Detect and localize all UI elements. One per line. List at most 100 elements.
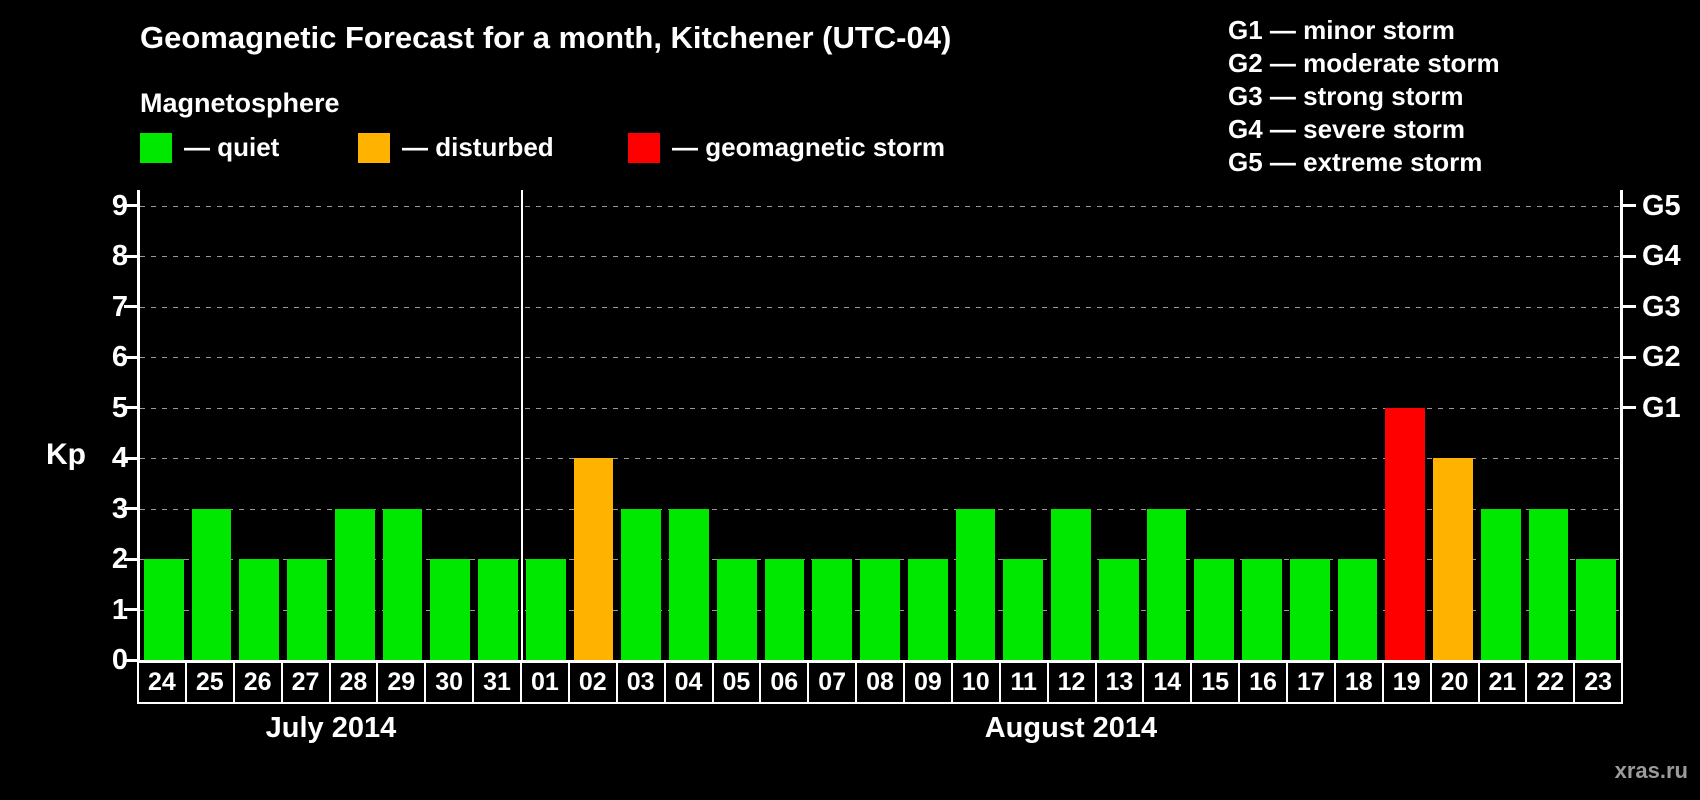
y-axis-tickmark-5 (124, 406, 137, 409)
right-axis-label-g2: G2 (1642, 341, 1681, 373)
day-label-06: 06 (759, 660, 810, 704)
gridline-kp-3 (140, 508, 1620, 510)
day-label-19: 19 (1381, 660, 1432, 704)
day-label-05: 05 (711, 660, 762, 704)
y-axis-tick-2: 2 (111, 543, 128, 575)
right-axis-label-g1: G1 (1642, 391, 1681, 424)
watermark: xras.ru (1614, 758, 1688, 783)
y-axis-tickmark-6 (124, 355, 137, 359)
bar-day-05 (716, 559, 757, 660)
storm-scale-line-g5: G5 — extreme storm (1228, 147, 1483, 177)
day-label-13: 13 (1094, 660, 1145, 704)
right-axis-tickmark-g1 (1623, 406, 1636, 409)
bar-day-09 (907, 559, 948, 660)
bar-day-12 (1051, 508, 1091, 660)
bar-day-26 (239, 559, 280, 660)
bar-day-17 (1289, 559, 1330, 660)
bar-day-20 (1433, 458, 1473, 660)
day-label-27: 27 (280, 660, 331, 704)
bar-day-28 (334, 508, 375, 660)
y-axis-tickmark-2 (124, 557, 137, 561)
legend-label-disturbed: — disturbed (402, 132, 554, 162)
day-label-02: 02 (567, 660, 618, 704)
bar-day-14 (1146, 508, 1187, 660)
right-axis-tickmark-g3 (1623, 305, 1636, 308)
day-label-28: 28 (328, 660, 379, 704)
day-label-03: 03 (615, 660, 666, 704)
right-axis-label-g5: G5 (1642, 189, 1681, 222)
gridline-kp-7 (140, 306, 1620, 308)
y-axis-label: Kp (46, 438, 86, 471)
day-label-16: 16 (1238, 660, 1288, 704)
bar-day-23 (1576, 559, 1616, 660)
day-label-09: 09 (903, 660, 953, 704)
day-label-04: 04 (663, 660, 714, 704)
day-label-15: 15 (1190, 660, 1241, 704)
month-separator (520, 190, 523, 660)
legend-swatch-storm (628, 132, 660, 163)
gridline-kp-6 (140, 357, 1620, 358)
gridline-kp-4 (140, 458, 1620, 459)
y-axis-tickmark-8 (124, 254, 137, 258)
legend-label-quiet: — quiet (184, 132, 280, 162)
y-axis-tickmark-3 (124, 507, 137, 510)
y-axis-tick-3: 3 (111, 492, 128, 525)
y-axis-tickmark-9 (124, 204, 137, 207)
magnetosphere-label: Magnetosphere (140, 88, 340, 118)
legend-label-storm: — geomagnetic storm (672, 132, 946, 162)
right-axis-tickmark-g4 (1623, 254, 1636, 258)
day-label-11: 11 (998, 660, 1049, 704)
month-label-august: August 2014 (984, 712, 1158, 744)
storm-scale-line-g3: G3 — strong storm (1228, 81, 1464, 111)
day-label-29: 29 (376, 660, 427, 704)
legend-swatch-quiet (140, 132, 172, 163)
day-label-30: 30 (424, 660, 475, 704)
bar-day-02 (573, 458, 614, 660)
bar-day-21 (1480, 508, 1521, 660)
gridline-kp-8 (140, 256, 1620, 257)
y-axis-tick-4: 4 (111, 442, 128, 474)
bar-day-06 (764, 559, 805, 660)
bar-day-04 (669, 508, 709, 660)
y-axis-tick-7: 7 (111, 290, 128, 323)
y-axis-tickmark-7 (124, 305, 137, 308)
y-axis-tickmark-0 (124, 658, 137, 662)
bar-day-16 (1242, 559, 1282, 660)
right-axis-label-g3: G3 (1642, 290, 1681, 323)
gridline-kp-9 (140, 205, 1620, 207)
bar-day-15 (1194, 559, 1235, 660)
legend-item-storm: — geomagnetic storm (628, 132, 945, 163)
bar-day-31 (478, 559, 518, 660)
day-label-07: 07 (807, 660, 858, 704)
bar-day-18 (1337, 559, 1378, 660)
storm-scale-line-g1: G1 — minor storm (1228, 15, 1455, 45)
bar-day-07 (812, 559, 853, 660)
bar-day-01 (525, 559, 566, 660)
day-label-25: 25 (184, 660, 235, 704)
bar-day-30 (430, 559, 471, 660)
bar-day-27 (287, 559, 327, 660)
day-label-20: 20 (1429, 660, 1480, 704)
month-label-july: July 2014 (265, 712, 397, 744)
right-axis-tickmark-g2 (1623, 355, 1636, 359)
storm-scale-line-g4: G4 — severe storm (1228, 114, 1466, 144)
bar-day-10 (955, 508, 996, 660)
y-axis-tick-9: 9 (111, 189, 128, 222)
bar-day-11 (1003, 559, 1044, 660)
day-label-08: 08 (855, 660, 905, 704)
x-axis-day-labels: 24 25 26 27 28 29 30 31 01 02 03 04 05 06 07 08 09 10 11 12… (137, 660, 1624, 704)
right-axis-tickmark-g5 (1623, 204, 1636, 207)
day-label-01: 01 (520, 660, 570, 704)
day-label-17: 17 (1286, 660, 1336, 704)
y-axis-tick-1: 1 (111, 593, 128, 626)
bar-day-22 (1528, 508, 1569, 660)
day-label-18: 18 (1333, 660, 1384, 704)
day-label-12: 12 (1046, 660, 1097, 704)
right-axis-label-g4: G4 (1642, 240, 1681, 272)
bar-day-19 (1385, 407, 1426, 660)
bar-day-24 (144, 559, 184, 660)
bar-day-03 (621, 508, 662, 660)
legend-item-quiet: — quiet (140, 132, 279, 163)
day-label-22: 22 (1525, 660, 1576, 704)
